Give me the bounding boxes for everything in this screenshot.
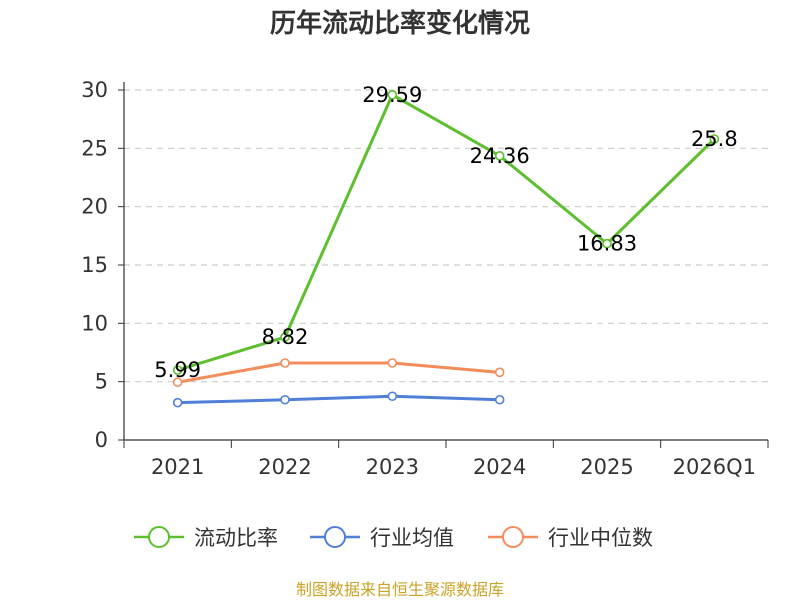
data-point-行业均值-2023 [387,391,398,402]
series-line-行业中位数 [177,361,500,384]
series-行业均值 [172,391,505,408]
y-tick-label-0: 0 [95,428,108,452]
y-tick-label-15: 15 [81,253,108,277]
legend-marker-行业中位数 [502,526,524,548]
legend-label-行业中位数: 行业中位数 [548,526,653,550]
source-note: 制图数据来自恒生聚源数据库 [296,580,504,599]
legend-label-行业均值: 行业均值 [370,526,454,550]
data-point-行业中位数-2022 [280,358,290,368]
x-tick-label-2022: 2022 [258,455,311,479]
data-point-行业均值-2022 [280,394,290,405]
data-point-流动比率-2023 [387,89,398,100]
data-point-流动比率-2025 [602,238,612,249]
data-point-行业中位数-2023 [387,358,398,368]
y-tick-label-10: 10 [81,311,108,335]
data-point-流动比率-2021 [172,365,183,375]
data-label-2023: 29.59 [362,83,422,107]
data-point-流动比率-2022 [280,332,290,342]
x-tick-label-2024: 2024 [473,455,526,479]
y-tick-label-5: 5 [95,370,108,394]
data-point-行业中位数-2024 [494,367,505,378]
grid-lines [124,89,768,383]
legend-item-行业均值: 行业均值 [310,526,454,550]
x-tick-label-2023: 2023 [366,455,419,479]
data-point-行业均值-2024 [494,394,505,405]
data-label-2022: 8.82 [262,325,309,349]
data-point-流动比率-2026Q1 [709,134,720,144]
legend-marker-流动比率 [148,526,170,548]
legend-label-流动比率: 流动比率 [194,526,278,550]
y-tick-label-20: 20 [81,195,108,219]
data-label-2021: 5.99 [154,358,201,382]
legend-marker-行业均值 [324,526,346,548]
y-tick-label-25: 25 [81,136,108,160]
data-point-行业均值-2021 [172,397,183,408]
series-line-行业均值 [177,394,500,405]
x-tick-label-2026Q1: 2026Q1 [673,455,756,479]
y-tick-label-30: 30 [81,78,108,102]
data-point-行业中位数-2021 [172,377,183,388]
x-tick-label-2021: 2021 [151,455,204,479]
data-point-流动比率-2024 [494,151,505,161]
x-tick-label-2025: 2025 [580,455,633,479]
series-group: 5.99 8.82 29.59 24.36 16.83 25.8 [154,83,738,408]
data-label-2024: 24.36 [470,144,530,168]
legend-item-流动比率: 流动比率 [134,526,278,550]
series-line-流动比率 [177,93,716,372]
data-label-2026Q1: 25.8 [691,127,738,151]
legend-item-行业中位数: 行业中位数 [488,526,653,550]
legend: 流动比率 行业均值 行业中位数 [134,526,653,550]
series-行业中位数 [172,358,505,388]
chart-title: 历年流动比率变化情况 [270,8,530,39]
series-流动比率: 5.99 8.82 29.59 24.36 16.83 25.8 [154,83,737,382]
data-label-2025: 16.83 [577,232,637,256]
